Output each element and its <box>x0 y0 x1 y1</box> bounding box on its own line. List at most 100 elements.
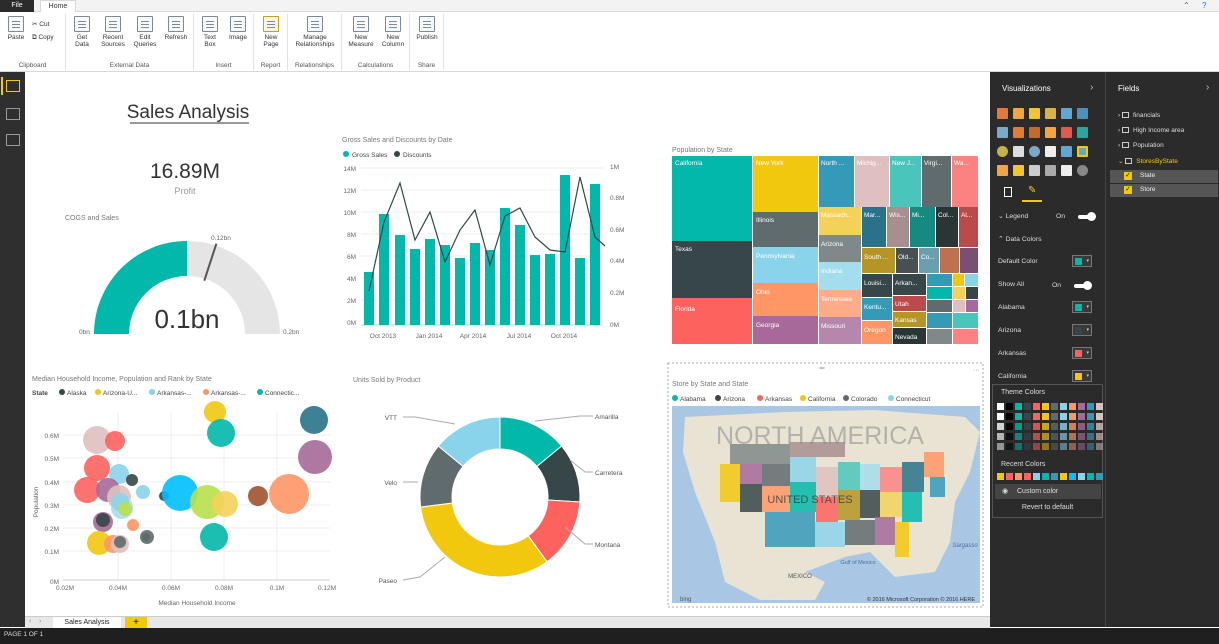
refresh-button[interactable]: Refresh <box>162 16 190 41</box>
treemap-cell[interactable] <box>940 248 959 273</box>
theme-color-swatch[interactable] <box>1069 413 1076 420</box>
theme-color-swatch[interactable] <box>1042 413 1049 420</box>
treemap-cell[interactable] <box>953 313 978 328</box>
bubble[interactable] <box>298 440 332 474</box>
tab-file[interactable]: File <box>0 0 34 12</box>
bubble[interactable] <box>300 406 328 434</box>
legend-item[interactable]: Arizona <box>723 396 745 403</box>
card-icon[interactable] <box>1029 165 1040 176</box>
theme-color-swatch[interactable] <box>1060 403 1067 410</box>
theme-color-swatch[interactable] <box>1087 433 1094 440</box>
theme-color-swatch[interactable] <box>1024 413 1031 420</box>
color-item-picker[interactable]: ▾ <box>1072 370 1092 382</box>
state-region[interactable] <box>790 457 816 482</box>
theme-color-swatch[interactable] <box>1015 423 1022 430</box>
new-column-button[interactable]: New Column <box>378 16 408 48</box>
bubble[interactable] <box>109 464 129 484</box>
page-tab-sales-analysis[interactable]: Sales Analysis <box>53 617 121 629</box>
bar[interactable] <box>515 225 525 325</box>
treemap-cell[interactable] <box>672 156 752 241</box>
state-region[interactable] <box>860 464 880 490</box>
bubble[interactable] <box>87 531 111 555</box>
color-item-picker[interactable]: ▾ <box>1072 324 1092 336</box>
legend-item[interactable]: California <box>808 396 836 403</box>
copy-button[interactable]: ⧉ Copy <box>32 34 54 42</box>
new-measure-button[interactable]: New Measure <box>346 16 376 48</box>
theme-color-swatch[interactable] <box>1096 403 1103 410</box>
bubble[interactable] <box>105 431 125 451</box>
theme-color-swatch[interactable] <box>1087 443 1094 450</box>
scroll-right-icon[interactable]: › <box>39 618 42 625</box>
visual-drag-handle[interactable]: ═ <box>819 365 825 372</box>
theme-color-swatch[interactable] <box>1060 413 1067 420</box>
theme-color-swatch[interactable] <box>1078 423 1085 430</box>
theme-color-swatch[interactable] <box>1006 433 1013 440</box>
theme-color-swatch[interactable] <box>1078 443 1085 450</box>
state-region[interactable] <box>720 464 740 502</box>
state-region[interactable] <box>790 442 845 457</box>
bar[interactable] <box>470 243 480 325</box>
theme-color-swatch[interactable] <box>1069 403 1076 410</box>
theme-color-swatch[interactable] <box>1096 413 1103 420</box>
treemap-cell[interactable] <box>953 274 964 286</box>
field-row-state[interactable]: ✓ State <box>1110 170 1218 183</box>
treemap-cell[interactable] <box>753 247 818 283</box>
treemap-cell[interactable] <box>910 207 935 247</box>
treemap-cell[interactable] <box>927 287 952 299</box>
theme-color-swatch[interactable] <box>997 443 1004 450</box>
theme-color-swatch[interactable] <box>1060 443 1067 450</box>
bubble[interactable] <box>204 401 226 423</box>
theme-color-swatch[interactable] <box>1051 433 1058 440</box>
bar[interactable] <box>379 214 389 325</box>
theme-color-swatch[interactable] <box>997 413 1004 420</box>
theme-color-swatch[interactable] <box>1024 443 1031 450</box>
treemap-cell[interactable] <box>672 298 752 344</box>
treemap-cell[interactable] <box>753 283 818 316</box>
legend-item[interactable]: Alaska <box>67 390 87 397</box>
theme-color-swatch[interactable] <box>997 433 1004 440</box>
filled-map-icon[interactable] <box>1061 146 1072 157</box>
discounts-line[interactable] <box>368 176 606 292</box>
report-title[interactable]: Sales Analysis <box>127 102 250 123</box>
theme-color-swatch[interactable] <box>1078 403 1085 410</box>
state-region[interactable] <box>895 522 909 557</box>
bar[interactable] <box>575 258 585 325</box>
selected-map-visual-icon[interactable] <box>1077 146 1088 157</box>
treemap-cell[interactable] <box>927 300 952 312</box>
treemap-cell[interactable] <box>862 298 892 320</box>
treemap-cell[interactable] <box>953 287 965 299</box>
treemap-cell[interactable] <box>819 262 861 290</box>
report-view-icon[interactable] <box>1 77 20 95</box>
recent-color-swatch[interactable] <box>997 473 1004 480</box>
treemap-cell[interactable] <box>965 274 978 286</box>
show-all-toggle[interactable] <box>1074 281 1092 290</box>
clustered-column-chart-icon[interactable] <box>1045 108 1056 119</box>
tab-home[interactable]: Home <box>40 0 76 13</box>
get-data-button[interactable]: Get Data <box>70 16 94 48</box>
theme-color-swatch[interactable] <box>1096 443 1103 450</box>
slicer-icon[interactable] <box>1061 165 1072 176</box>
state-region[interactable] <box>930 477 945 497</box>
clustered-bar-chart-icon[interactable] <box>1029 108 1040 119</box>
recent-color-swatch[interactable] <box>1060 473 1067 480</box>
state-region[interactable] <box>902 492 922 522</box>
bubble[interactable] <box>84 455 110 481</box>
bubble[interactable] <box>74 477 100 503</box>
theme-color-swatch[interactable] <box>1024 403 1031 410</box>
recent-color-swatch[interactable] <box>1078 473 1085 480</box>
recent-color-swatch[interactable] <box>1087 473 1094 480</box>
bubble[interactable] <box>269 474 309 514</box>
bar[interactable] <box>440 245 450 325</box>
bar[interactable] <box>395 235 405 325</box>
theme-color-swatch[interactable] <box>1033 413 1040 420</box>
table-icon[interactable] <box>1013 146 1024 157</box>
treemap-cell[interactable] <box>953 329 978 344</box>
ribbon-chart-icon[interactable] <box>1061 127 1072 138</box>
recent-color-swatch[interactable] <box>1033 473 1040 480</box>
state-region[interactable] <box>816 497 838 522</box>
treemap-cell[interactable] <box>952 156 978 207</box>
text-box-button[interactable]: Text Box <box>200 16 220 48</box>
multi-row-card-icon[interactable] <box>1045 165 1056 176</box>
theme-color-swatch[interactable] <box>1015 433 1022 440</box>
new-page-button[interactable]: New Page <box>260 16 282 48</box>
